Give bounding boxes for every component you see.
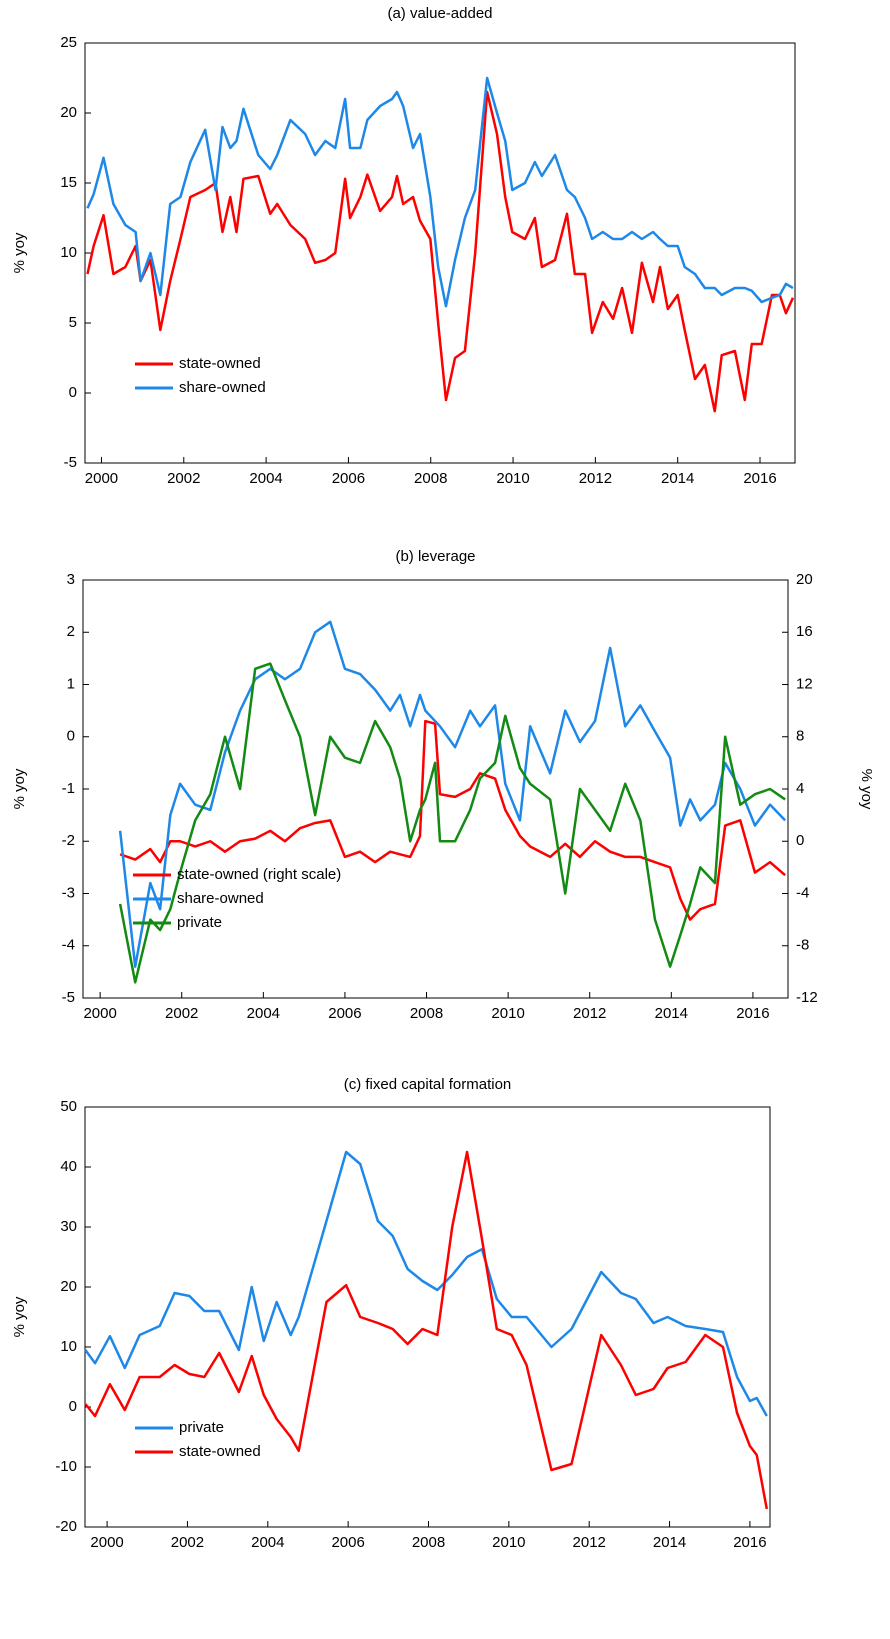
x-tick-label: 2010 [492, 1534, 525, 1551]
x-tick-label: 2006 [332, 470, 365, 487]
y-tick-label: 30 [60, 1218, 77, 1235]
data-line [84, 1150, 768, 1417]
y-tick-label: -5 [64, 454, 77, 471]
x-tick-label: 2008 [410, 1005, 443, 1022]
x-tick-label: 2000 [85, 470, 118, 487]
legend-label: private [179, 1419, 224, 1436]
data-line [86, 90, 795, 413]
x-tick-label: 2016 [743, 470, 776, 487]
x-tick-label: 2014 [655, 1005, 688, 1022]
y-tick-label: 0 [69, 384, 77, 401]
y-tick-label: 10 [60, 1338, 77, 1355]
legend-label: state-owned [179, 1443, 261, 1460]
x-tick-label: 2006 [331, 1534, 364, 1551]
x-tick-label: 2014 [661, 470, 694, 487]
y-axis-label: % yoy [11, 768, 28, 809]
legend-label: state-owned (right scale) [177, 866, 341, 883]
chart-title: (b) leverage [395, 548, 475, 565]
y-tick-label: 40 [60, 1158, 77, 1175]
y-tick-label: -10 [55, 1458, 77, 1475]
panel: (a) value-added % yoy -5 0 5 10 15 20 25 2000 2002… [11, 5, 796, 487]
x-tick-label: 2004 [251, 1534, 284, 1551]
legend-label: share-owned [177, 890, 264, 907]
y-tick-label: 20 [60, 1278, 77, 1295]
y-tick-label: 15 [60, 174, 77, 191]
y2-tick-label: 0 [796, 832, 804, 849]
data-line [118, 662, 786, 984]
y2-tick-label: -12 [796, 989, 818, 1006]
x-tick-label: 2008 [412, 1534, 445, 1551]
y-tick-label: 10 [60, 244, 77, 261]
x-tick-label: 2016 [733, 1534, 766, 1551]
x-tick-label: 2006 [328, 1005, 361, 1022]
y-tick-label: -5 [62, 989, 75, 1006]
y-axis-label: % yoy [11, 1296, 28, 1337]
y2-tick-label: 4 [796, 780, 804, 797]
y-tick-label: 20 [60, 104, 77, 121]
plot-frame [84, 1106, 771, 1528]
y2-tick-label: 20 [796, 571, 813, 588]
x-tick-label: 2014 [653, 1534, 686, 1551]
y2-tick-label: -4 [796, 884, 809, 901]
y2-axis-label: % yoy [858, 769, 875, 810]
y2-tick-label: 12 [796, 675, 813, 692]
y-tick-label: -20 [55, 1518, 77, 1535]
data-line [118, 620, 787, 968]
y-tick-label: -4 [62, 937, 75, 954]
y-tick-label: 0 [67, 728, 75, 745]
legend-label: share-owned [179, 379, 266, 396]
x-tick-label: 2010 [491, 1005, 524, 1022]
chart-title: (c) fixed capital formation [344, 1076, 512, 1093]
panel: (b) leverage% yoy% yoy-5-4-3-2-10123-12-… [11, 548, 875, 1022]
y2-tick-label: -8 [796, 937, 809, 954]
x-tick-label: 2004 [249, 470, 282, 487]
x-tick-label: 2002 [171, 1534, 204, 1551]
y-tick-label: -1 [62, 780, 75, 797]
legend-label: private [177, 914, 222, 931]
y-tick-label: 5 [69, 314, 77, 331]
y-tick-label: 50 [60, 1098, 77, 1115]
y2-tick-label: 16 [796, 623, 813, 640]
y-tick-label: 25 [60, 34, 77, 51]
x-tick-label: 2008 [414, 470, 447, 487]
y-axis-label: % yoy [11, 232, 28, 273]
data-line [119, 719, 786, 921]
x-tick-label: 2002 [167, 470, 200, 487]
plot-frame [84, 42, 796, 464]
data-line [84, 1150, 769, 1510]
x-tick-label: 2000 [83, 1005, 116, 1022]
x-tick-label: 2000 [90, 1534, 123, 1551]
x-tick-label: 2002 [165, 1005, 198, 1022]
y-tick-label: -3 [62, 884, 75, 901]
x-tick-label: 2016 [736, 1005, 769, 1022]
y-tick-label: 2 [67, 623, 75, 640]
y-tick-label: 3 [67, 571, 75, 588]
x-tick-label: 2012 [573, 1534, 606, 1551]
y-tick-label: -2 [62, 832, 75, 849]
x-tick-label: 2010 [496, 470, 529, 487]
x-tick-label: 2004 [247, 1005, 280, 1022]
data-line [86, 76, 794, 308]
y-tick-label: 0 [69, 1398, 77, 1415]
panel: (c) fixed capital formation % yoy -20 -10 0 1… [11, 1076, 771, 1551]
y-tick-label: 1 [67, 675, 75, 692]
y2-tick-label: 8 [796, 728, 804, 745]
legend-label: state-owned [179, 355, 261, 372]
x-tick-label: 2012 [579, 470, 612, 487]
chart-title: (a) value-added [387, 5, 492, 22]
x-tick-label: 2012 [573, 1005, 606, 1022]
